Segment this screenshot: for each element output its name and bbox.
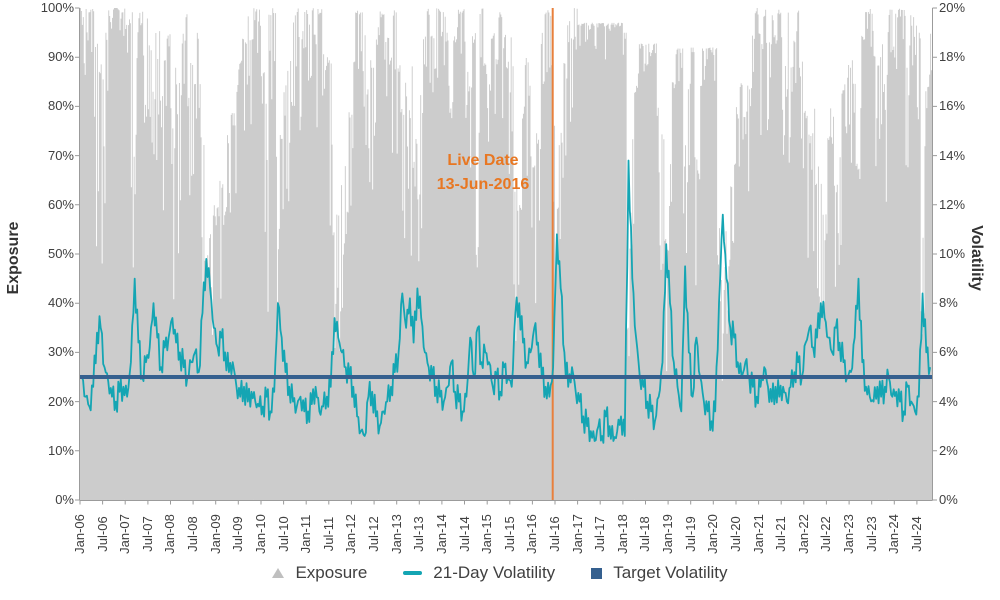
right-axis-title: Volatility (968, 225, 985, 291)
live-date-annotation-line1: Live Date (447, 152, 519, 169)
legend-item-target-volatility: Target Volatility (591, 563, 728, 583)
left-axis-title: Exposure (5, 221, 22, 295)
exposure-triangle-icon (272, 568, 285, 578)
legend-label-exposure: Exposure (295, 563, 368, 582)
legend-label-target-volatility: Target Volatility (613, 563, 728, 582)
legend: Exposure 21-Day Volatility Target Volati… (0, 563, 1000, 583)
legend-item-exposure: Exposure (272, 563, 367, 583)
target-volatility-square-icon (591, 567, 603, 579)
live-date-annotation: Live Date 13-Jun-2016 (437, 149, 530, 197)
volatility-line-icon (403, 571, 423, 575)
live-date-annotation-line2: 13-Jun-2016 (436, 176, 530, 193)
legend-label-21-day-volatility: 21-Day Volatility (433, 563, 556, 582)
legend-item-21-day-volatility: 21-Day Volatility (403, 563, 555, 583)
